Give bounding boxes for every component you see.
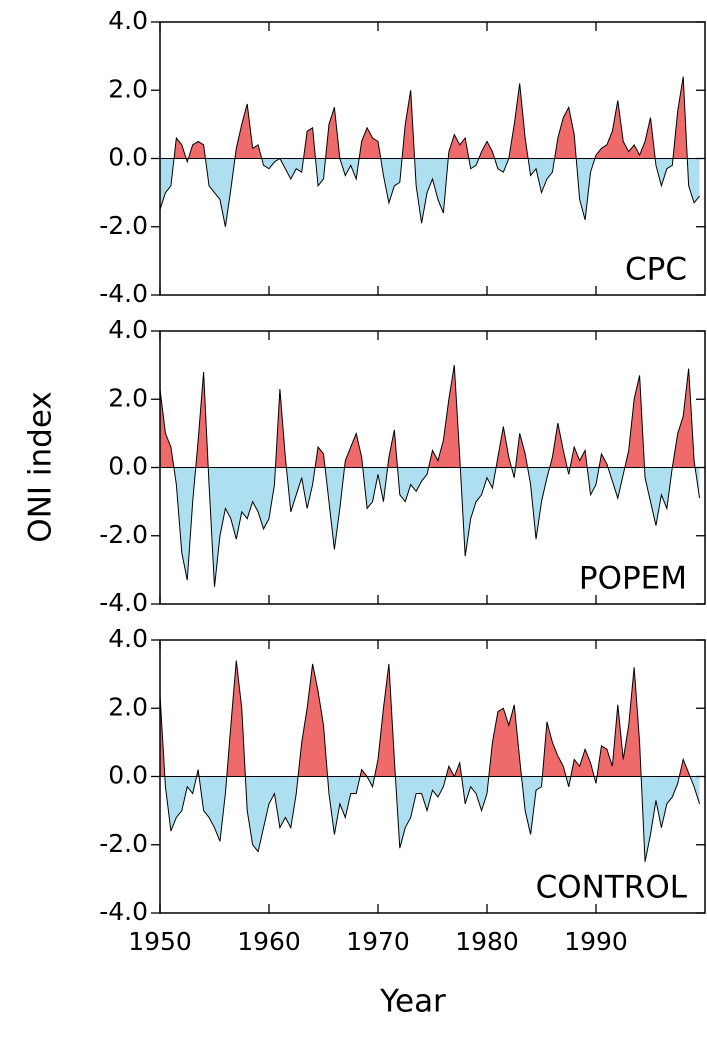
- plot-frame: [159, 21, 706, 296]
- line: [159, 76, 700, 227]
- y-tick-label: 4.0: [108, 6, 148, 35]
- x-tick-label: 1960: [237, 927, 301, 956]
- y-tick-label: -2.0: [99, 520, 148, 549]
- positive-area: [160, 660, 700, 777]
- y-tick-label: 0.0: [108, 452, 148, 481]
- plot-frame: [159, 639, 706, 914]
- x-tick-label: 1950: [128, 927, 192, 956]
- y-tick-label: 2.0: [108, 692, 148, 721]
- y-tick-label: 4.0: [108, 315, 148, 344]
- panel-label: POPEM: [579, 561, 687, 597]
- y-axis-label: ONI index: [23, 391, 59, 542]
- y-tick-label: -4.0: [99, 588, 148, 617]
- y-tick-label: 2.0: [108, 383, 148, 412]
- y-tick-label: -2.0: [99, 829, 148, 858]
- line: [159, 660, 701, 862]
- negative-area: [160, 158, 700, 227]
- plot-frame: [159, 330, 706, 605]
- line: [159, 365, 701, 587]
- y-tick-label: 4.0: [108, 624, 148, 653]
- x-tick-label: 1980: [455, 927, 519, 956]
- y-tick-label: 0.0: [108, 143, 148, 172]
- y-tick-label: -2.0: [99, 211, 148, 240]
- negative-area: [160, 776, 700, 862]
- panel-label: CPC: [625, 252, 687, 288]
- negative-area: [160, 467, 700, 587]
- y-tick-label: 0.0: [108, 761, 148, 790]
- y-tick-label: -4.0: [99, 279, 148, 308]
- x-axis-label: Year: [379, 984, 446, 1020]
- x-tick-label: 1970: [346, 927, 410, 956]
- x-tick-label: 1990: [564, 927, 628, 956]
- y-tick-label: 2.0: [108, 74, 148, 103]
- panel-label: CONTROL: [536, 870, 688, 906]
- y-tick-label: -4.0: [99, 897, 148, 926]
- positive-area: [160, 76, 700, 159]
